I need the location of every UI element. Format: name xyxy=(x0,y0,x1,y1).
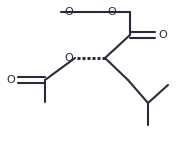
Text: O: O xyxy=(6,75,15,85)
Text: O: O xyxy=(64,7,73,17)
Text: O: O xyxy=(107,7,116,17)
Text: O: O xyxy=(158,30,167,40)
Text: O: O xyxy=(64,53,73,63)
